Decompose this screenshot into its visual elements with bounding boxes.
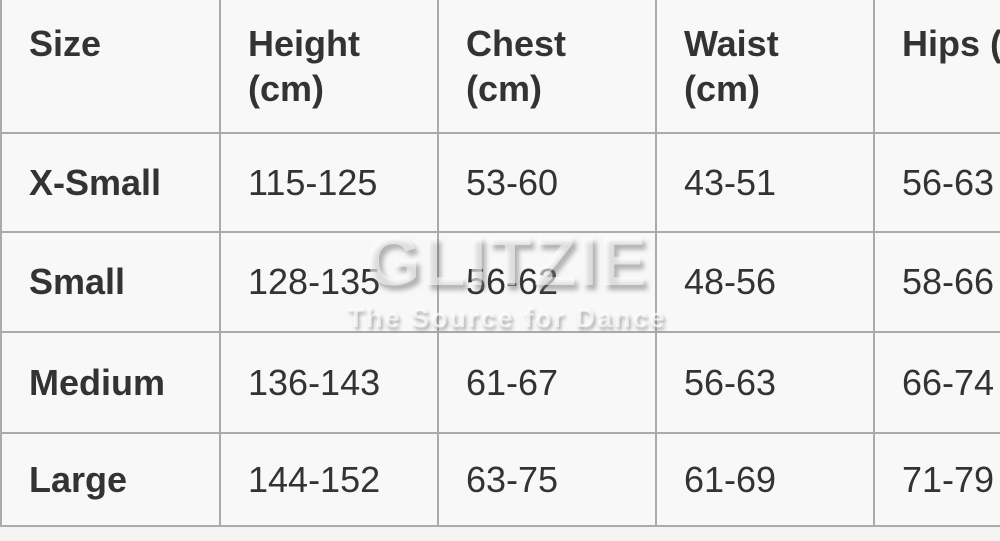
chest-cell: 61-67 [437, 331, 657, 434]
column-header-unit: (cm) [466, 68, 543, 109]
column-header-waist: Waist (cm) [655, 0, 875, 134]
height-cell: 136-143 [219, 331, 439, 434]
chest-cell: 53-60 [437, 132, 657, 233]
size-label-cell: Medium [0, 331, 221, 434]
table-row-medium: Medium 136-143 61-67 56-63 66-74 [0, 331, 1000, 434]
hips-cell: 58-66 [873, 231, 1000, 333]
table-row-small: Small 128-135 56-62 48-56 58-66 [0, 231, 1000, 333]
waist-cell: 48-56 [655, 231, 875, 333]
height-cell: 128-135 [219, 231, 439, 333]
chest-cell: 63-75 [437, 432, 657, 527]
column-header-label: Hips (cm) [902, 23, 1000, 64]
size-label-cell: Large [0, 432, 221, 527]
waist-cell: 43-51 [655, 132, 875, 233]
column-header-label: Chest [466, 23, 567, 64]
column-header-label: Waist [684, 23, 779, 64]
waist-cell: 56-63 [655, 331, 875, 434]
column-header-unit: (cm) [248, 68, 325, 109]
height-cell: 115-125 [219, 132, 439, 233]
column-header-hips: Hips (cm) [873, 0, 1000, 134]
height-cell: 144-152 [219, 432, 439, 527]
size-label-cell: X-Small [0, 132, 221, 233]
hips-cell: 66-74 [873, 331, 1000, 434]
column-header-label: Size [29, 23, 102, 64]
hips-cell: 56-63 [873, 132, 1000, 233]
column-header-size: Size [0, 0, 221, 134]
table-row-xsmall: X-Small 115-125 53-60 43-51 56-63 [0, 132, 1000, 233]
column-header-label: Height [248, 23, 360, 64]
size-label-cell: Small [0, 231, 221, 333]
chest-cell: 56-62 [437, 231, 657, 333]
table-row-large: Large 144-152 63-75 61-69 71-79 [0, 432, 1000, 527]
size-chart-container: Size Height (cm) Chest (cm) Waist (cm) Hips… [0, 0, 1000, 527]
header-row: Size Height (cm) Chest (cm) Waist (cm) Hips… [0, 0, 1000, 134]
column-header-chest: Chest (cm) [437, 0, 657, 134]
hips-cell: 71-79 [873, 432, 1000, 527]
column-header-height: Height (cm) [219, 0, 439, 134]
size-chart-table: Size Height (cm) Chest (cm) Waist (cm) Hips… [0, 0, 1000, 527]
column-header-unit: (cm) [684, 68, 761, 109]
waist-cell: 61-69 [655, 432, 875, 527]
